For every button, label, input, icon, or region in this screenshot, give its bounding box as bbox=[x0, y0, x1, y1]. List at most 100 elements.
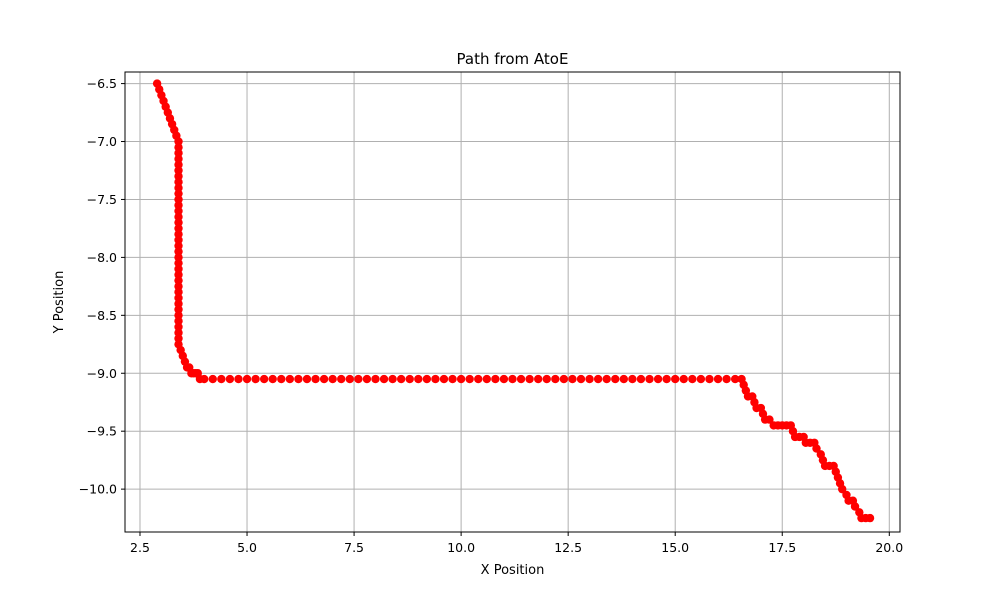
path-point bbox=[482, 374, 492, 384]
path-point bbox=[251, 374, 260, 384]
path-point bbox=[533, 374, 543, 384]
path-point bbox=[653, 374, 663, 384]
path-point bbox=[174, 282, 183, 291]
path-point bbox=[448, 374, 457, 384]
x-tick-label: 7.5 bbox=[344, 540, 364, 555]
path-point bbox=[542, 374, 551, 384]
path-point bbox=[234, 374, 243, 384]
path-point bbox=[619, 374, 629, 384]
path-point bbox=[812, 444, 821, 453]
chart-title: Path from AtoE bbox=[457, 50, 569, 68]
path-point bbox=[174, 276, 183, 285]
path-point bbox=[465, 374, 474, 384]
y-tick-label: −8.0 bbox=[87, 250, 117, 265]
path-point bbox=[696, 374, 706, 384]
grid bbox=[125, 72, 900, 532]
path-point bbox=[174, 293, 183, 303]
path-point bbox=[174, 235, 183, 245]
path-point bbox=[337, 374, 346, 384]
path-point bbox=[679, 374, 688, 384]
path-point bbox=[174, 189, 183, 198]
path-point bbox=[354, 374, 363, 384]
path-point bbox=[174, 206, 183, 216]
x-tick-label: 20.0 bbox=[875, 540, 903, 555]
path-point bbox=[174, 258, 183, 268]
path-point bbox=[268, 374, 277, 384]
path-point bbox=[208, 374, 217, 384]
path-point bbox=[311, 374, 320, 384]
path-point bbox=[174, 224, 183, 233]
path-point bbox=[174, 201, 183, 210]
path-point bbox=[174, 264, 183, 274]
plot-frame bbox=[124, 71, 901, 533]
y-tick-label: −8.5 bbox=[87, 308, 117, 323]
path-point bbox=[174, 143, 183, 152]
path-point bbox=[508, 374, 517, 384]
path-point bbox=[174, 253, 183, 262]
path-point bbox=[217, 374, 226, 384]
path-point bbox=[328, 374, 337, 384]
path-point bbox=[225, 374, 235, 384]
path-point bbox=[645, 374, 654, 384]
path-point bbox=[837, 484, 847, 494]
x-tick-label: 10.0 bbox=[447, 540, 475, 555]
path-point bbox=[576, 374, 586, 384]
path-point bbox=[379, 374, 389, 384]
path-point bbox=[174, 230, 183, 239]
y-axis-label: Y Position bbox=[52, 271, 67, 335]
path-point bbox=[439, 374, 449, 384]
path-point bbox=[259, 374, 269, 384]
path-point bbox=[174, 299, 183, 308]
path-point bbox=[319, 374, 329, 384]
path-point bbox=[345, 374, 354, 384]
path-point bbox=[456, 374, 466, 384]
path-point bbox=[525, 374, 534, 384]
path-point bbox=[174, 218, 183, 227]
path-point bbox=[277, 374, 286, 384]
path-point bbox=[174, 305, 183, 314]
x-tick-label: 15.0 bbox=[661, 540, 689, 555]
path-point bbox=[174, 241, 183, 251]
path-point bbox=[593, 374, 603, 384]
path-point bbox=[396, 374, 406, 384]
path-point bbox=[388, 374, 397, 384]
y-tick-label: −6.5 bbox=[87, 76, 117, 91]
path-points bbox=[152, 79, 875, 523]
path-point bbox=[174, 183, 183, 193]
path-point bbox=[414, 374, 423, 384]
path-point bbox=[431, 374, 440, 384]
path-point bbox=[174, 154, 183, 164]
path-point bbox=[174, 195, 183, 204]
path-point bbox=[371, 374, 380, 384]
path-point bbox=[602, 374, 611, 384]
path-point bbox=[174, 311, 183, 320]
y-tick-label: −7.5 bbox=[87, 192, 117, 207]
path-point bbox=[559, 374, 569, 384]
y-axis-ticks: −6.5 −7.0 −7.5 −8.0 −8.5 −9.0 −9.5 −10.0 bbox=[79, 76, 125, 497]
path-point bbox=[850, 502, 860, 511]
path-point bbox=[242, 374, 252, 384]
path-point bbox=[200, 374, 209, 384]
path-point bbox=[174, 166, 183, 175]
path-point bbox=[865, 513, 875, 523]
path-point bbox=[174, 137, 183, 146]
path-point bbox=[174, 328, 183, 337]
path-point bbox=[491, 374, 500, 384]
path-point bbox=[568, 374, 577, 384]
path-point bbox=[688, 374, 697, 384]
path-point bbox=[516, 374, 526, 384]
path-point bbox=[174, 212, 183, 222]
path-point bbox=[662, 374, 671, 384]
path-point bbox=[713, 374, 723, 384]
x-axis-label: X Position bbox=[481, 563, 545, 578]
path-point bbox=[174, 172, 183, 181]
path-point bbox=[174, 287, 183, 297]
x-tick-label: 5.0 bbox=[237, 540, 257, 555]
path-point bbox=[174, 334, 183, 343]
path-point bbox=[405, 374, 414, 384]
path-point bbox=[585, 374, 594, 384]
path-point bbox=[302, 374, 312, 384]
path-point bbox=[499, 374, 509, 384]
path-point bbox=[628, 374, 637, 384]
